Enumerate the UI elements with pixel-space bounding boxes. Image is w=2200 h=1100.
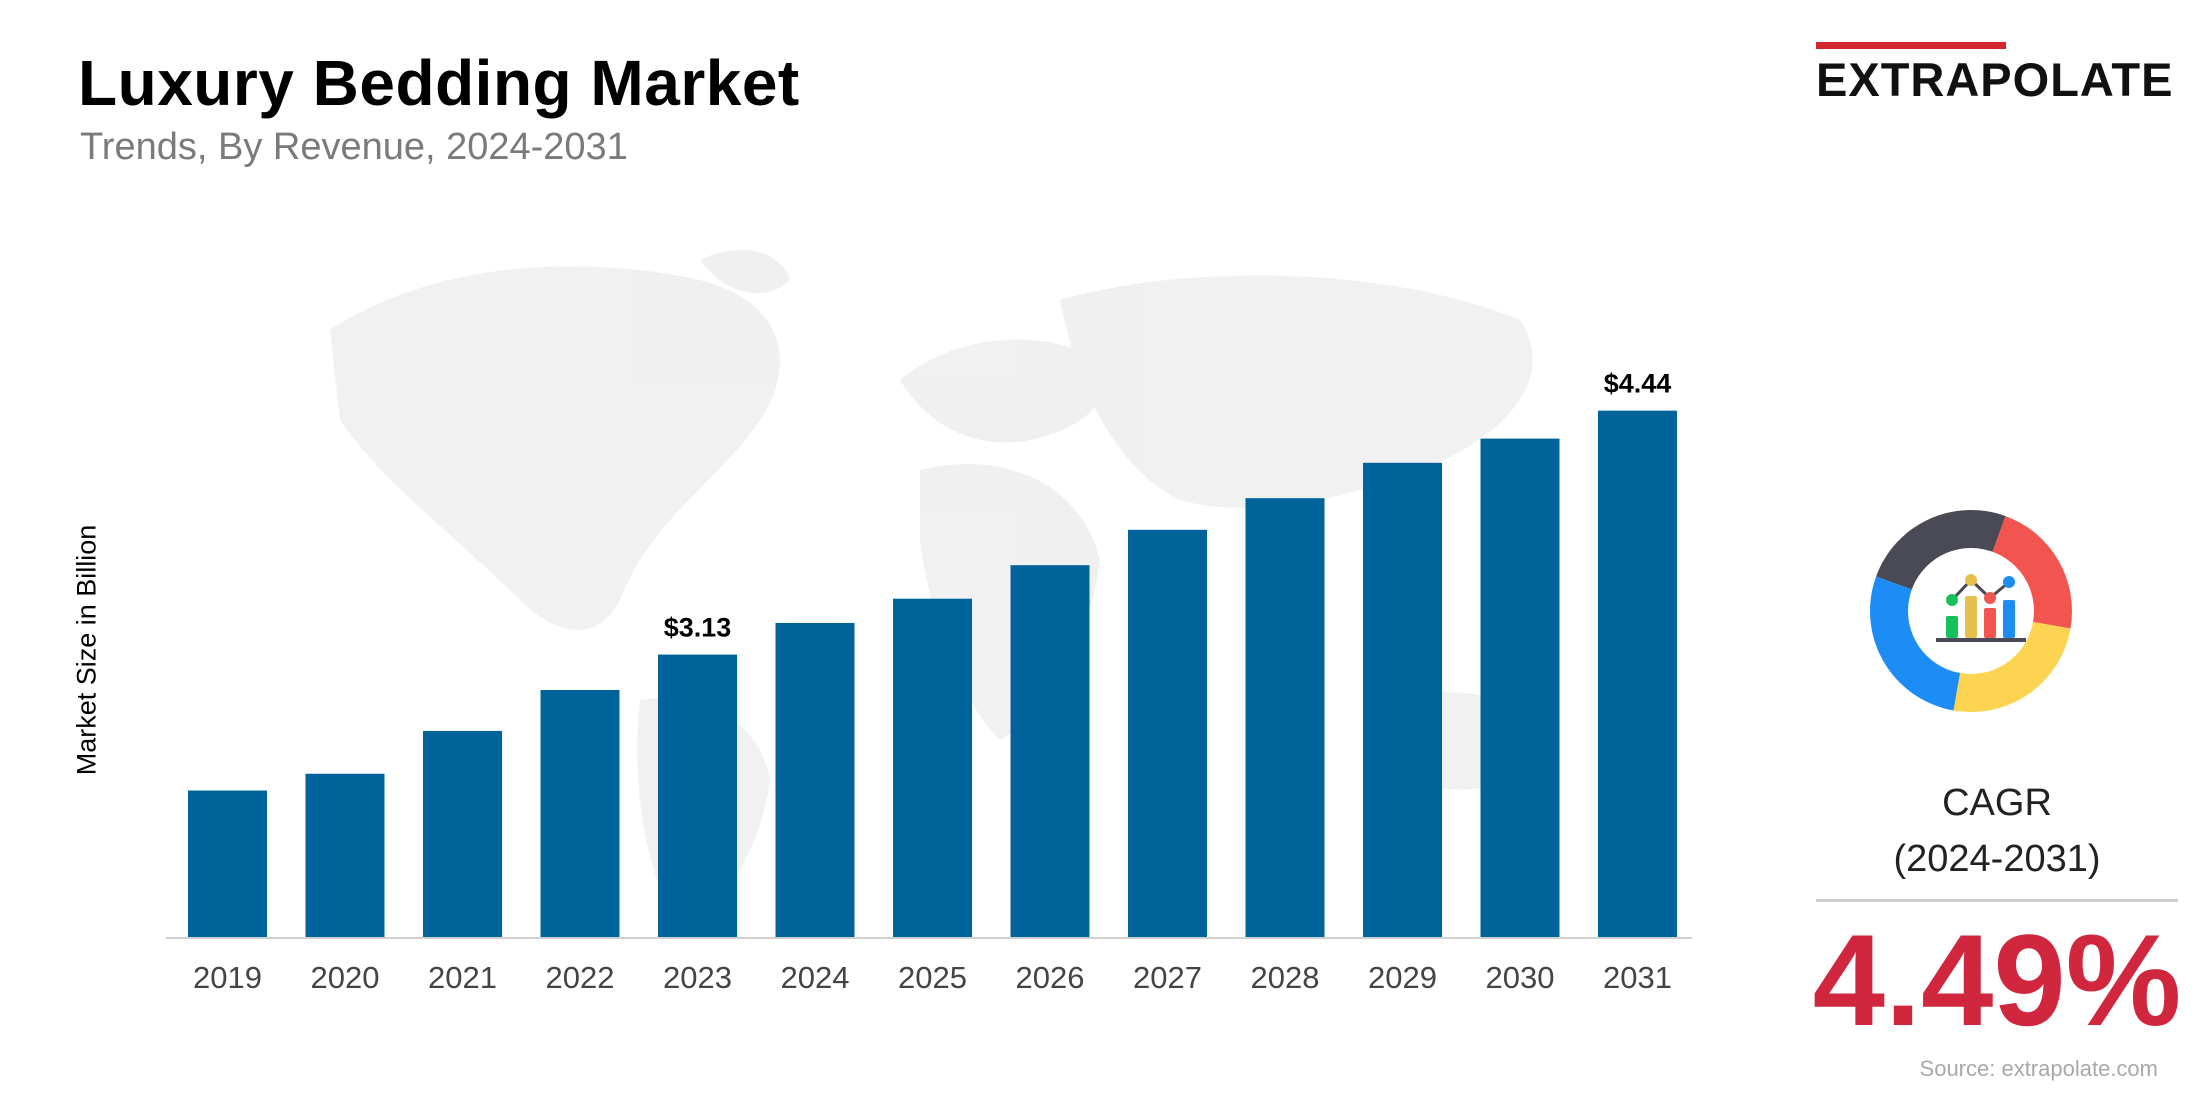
cagr-value: 4.49%: [1812, 907, 2182, 1053]
page-title: Luxury Bedding Market: [78, 47, 800, 119]
bar-2025: [893, 598, 972, 938]
bar-2028: [1245, 498, 1325, 938]
bar-2021: [423, 730, 502, 938]
x-tick-label: 2020: [311, 960, 380, 995]
page-subtitle: Trends, By Revenue, 2024-2031: [80, 126, 628, 168]
x-tick-label: 2028: [1251, 960, 1320, 995]
x-tick-label: 2019: [193, 960, 262, 995]
x-tick-label: 2030: [1486, 960, 1555, 995]
data-label-2031: $4.44: [1604, 369, 1672, 399]
y-axis-label: Market Size in Billion: [71, 524, 102, 776]
bar-2030: [1480, 438, 1560, 938]
x-tick-label: 2025: [898, 960, 967, 995]
x-tick-label: 2023: [663, 960, 732, 995]
x-tick-label: 2021: [428, 960, 497, 995]
cagr-divider: [1816, 899, 2178, 902]
bar-2024: [775, 622, 855, 938]
chart-donut-icon: [1870, 510, 2072, 712]
bar-2020: [305, 773, 385, 938]
bar-2029: [1363, 462, 1442, 938]
cagr-period: (2024-2031): [1893, 838, 2101, 880]
x-tick-label: 2029: [1368, 960, 1437, 995]
bar-2019: [188, 790, 267, 938]
logo-accent-bar: [1816, 42, 2006, 49]
bar-2023: [658, 654, 737, 938]
extrapolate-logo: EXTRAPOLATE: [1816, 42, 2176, 106]
x-tick-label: 2031: [1603, 960, 1672, 995]
x-tick-label: 2024: [781, 960, 850, 995]
x-tick-label: 2026: [1016, 960, 1085, 995]
bar-2026: [1010, 565, 1090, 938]
data-label-2023: $3.13: [664, 613, 732, 643]
logo-text: EXTRAPOLATE: [1816, 53, 2174, 106]
cagr-label: CAGR: [1942, 782, 2052, 824]
bar-2031: [1598, 410, 1677, 938]
bar-2027: [1128, 529, 1207, 938]
source-text: Source: extrapolate.com: [1919, 1056, 2158, 1081]
x-tick-label: 2027: [1133, 960, 1202, 995]
bar-2022: [540, 689, 620, 938]
x-tick-label: 2022: [546, 960, 615, 995]
